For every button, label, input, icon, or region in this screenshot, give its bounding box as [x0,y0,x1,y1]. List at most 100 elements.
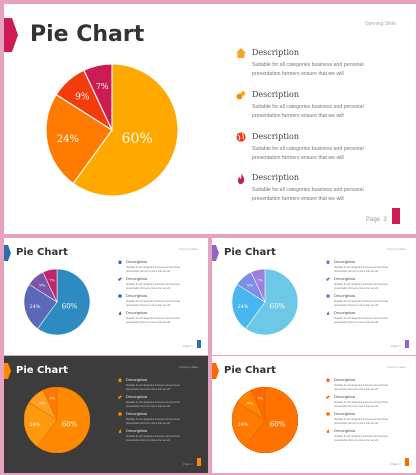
item-title: Description [334,311,356,315]
slice-label: 60% [270,421,286,429]
page-accent-bar [197,340,201,348]
globe-icon [118,294,122,298]
item-text-line: Suitable for all categories business and… [252,104,364,110]
slice-label: 24% [29,422,40,428]
opening-label: Opening Slide [387,365,406,369]
flame-icon [326,311,330,315]
item-title: Description [126,277,148,281]
house-icon [326,378,330,382]
house-icon [326,260,330,264]
item-title: Description [334,260,356,264]
item-title: Description [126,260,148,264]
thumbnail-dark[interactable]: Pie Chart Opening Slide 60% 24% 9% 7% Descr… [4,356,208,473]
pie-chart: 60%24%9%7% [46,64,178,196]
pie-slice [245,387,298,453]
flame-icon [118,429,122,433]
slice-label: 9% [39,401,46,406]
item-text-line: Suitable for all categories business and… [334,283,388,286]
slice-label: 60% [122,131,153,147]
item-text-line: Suitable for all categories business and… [334,401,388,404]
house-icon [118,260,122,264]
slice-label: 9% [247,401,254,406]
item-text-line: Suitable for all categories business and… [334,317,388,320]
item-title: Description [252,173,299,182]
thumbnail-purple[interactable]: Pie Chart Opening Slide 60% 24% 9% 7% Descr… [212,238,416,355]
item-text-line: presentation farmers ensure that we will [126,304,171,307]
drops-icon [326,395,330,399]
item-text-line: presentation farmers ensure that we will [252,71,344,77]
drops-icon [236,91,246,100]
item-text-line: Suitable for all categories business and… [126,283,180,286]
item-text-line: Suitable for all categories business and… [334,384,388,387]
page-accent-bar [405,340,409,348]
slice-label: 7% [49,396,55,400]
item-text-line: presentation farmers ensure that we will [126,270,171,273]
slide-title: Pie Chart [30,22,145,47]
house-icon [118,378,122,382]
accent-flag [4,363,11,379]
main-slide[interactable]: Pie Chart Opening Slide 60% 24% 9% 7% Descr… [4,4,416,234]
slice-label: 9% [39,283,46,288]
item-text-line: Suitable for all categories business and… [252,62,364,68]
drops-icon [326,277,330,281]
item-text-line: Suitable for all categories business and… [334,300,388,303]
slice-label: 7% [49,278,55,282]
slice-label: 7% [96,82,109,91]
pie-chart: 60% 24% 9%7% [24,387,90,453]
pie-slice [42,387,58,421]
slice-label: 24% [237,422,248,428]
drops-icon [118,395,122,399]
drops-icon [118,277,122,281]
item-text-line: presentation farmers ensure that we will [334,439,379,442]
slide-title: Pie Chart [224,365,276,376]
item-text-line: presentation farmers ensure that we will [334,405,379,408]
item-title: Description [126,294,148,298]
page-accent-bar [392,208,400,224]
item-text-line: presentation farmers ensure that we will [126,388,171,391]
pie-chart: 60%24%9%7% [232,269,298,335]
item-text-line: presentation farmers ensure that we will [334,321,379,324]
thumbnail-orange[interactable]: Pie Chart Opening Slide 60% 24% 9% 7% Descr… [212,356,416,473]
item-title: Description [334,429,356,433]
accent-flag [212,245,219,261]
page-indicator: Page 3 [391,344,401,348]
item-text-line: Suitable for all categories business and… [126,317,180,320]
pie-slice [46,93,113,185]
house-icon [236,48,246,58]
accent-flag [4,245,11,261]
globe-icon [118,412,122,416]
item-title: Description [334,412,356,416]
item-title: Description [126,429,148,433]
item-text-line: presentation farmers ensure that we will [334,422,379,425]
slice-label: 7% [257,278,263,282]
pie-slice [232,283,266,330]
item-text-line: presentation farmers ensure that we will [252,196,344,202]
item-text-line: Suitable for all categories business and… [126,266,180,269]
item-title: Description [334,395,356,399]
slice-label: 24% [57,134,79,145]
item-title: Description [126,378,148,382]
item-text-line: presentation farmers ensure that we will [126,405,171,408]
globe-icon [236,132,246,142]
item-title: Description [252,90,299,99]
item-text-line: Suitable for all categories business and… [126,418,180,421]
opening-label: Opening Slide [364,21,396,27]
pie-chart: 60%24%9%7% [232,387,298,453]
item-text-line: Suitable for all categories business and… [126,384,180,387]
slice-label: 60% [62,421,78,429]
item-text-line: presentation farmers ensure that we will [334,388,379,391]
item-text-line: presentation farmers ensure that we will [126,287,171,290]
pie-slice [83,64,113,131]
pie-slice [24,401,58,448]
slice-label: 24% [237,304,248,310]
pie-slice [24,283,58,330]
globe-icon [326,294,330,298]
accent-flag [212,363,219,379]
item-title: Description [334,277,356,281]
item-text-line: presentation farmers ensure that we will [252,113,344,119]
item-title: Description [334,378,356,382]
page-indicator: Page 3 [366,217,387,223]
globe-icon [326,412,330,416]
accent-flag [4,18,18,52]
thumbnail-blue[interactable]: Pie Chart Opening Slide 60% 24% 9% 7% Descr… [4,238,208,355]
